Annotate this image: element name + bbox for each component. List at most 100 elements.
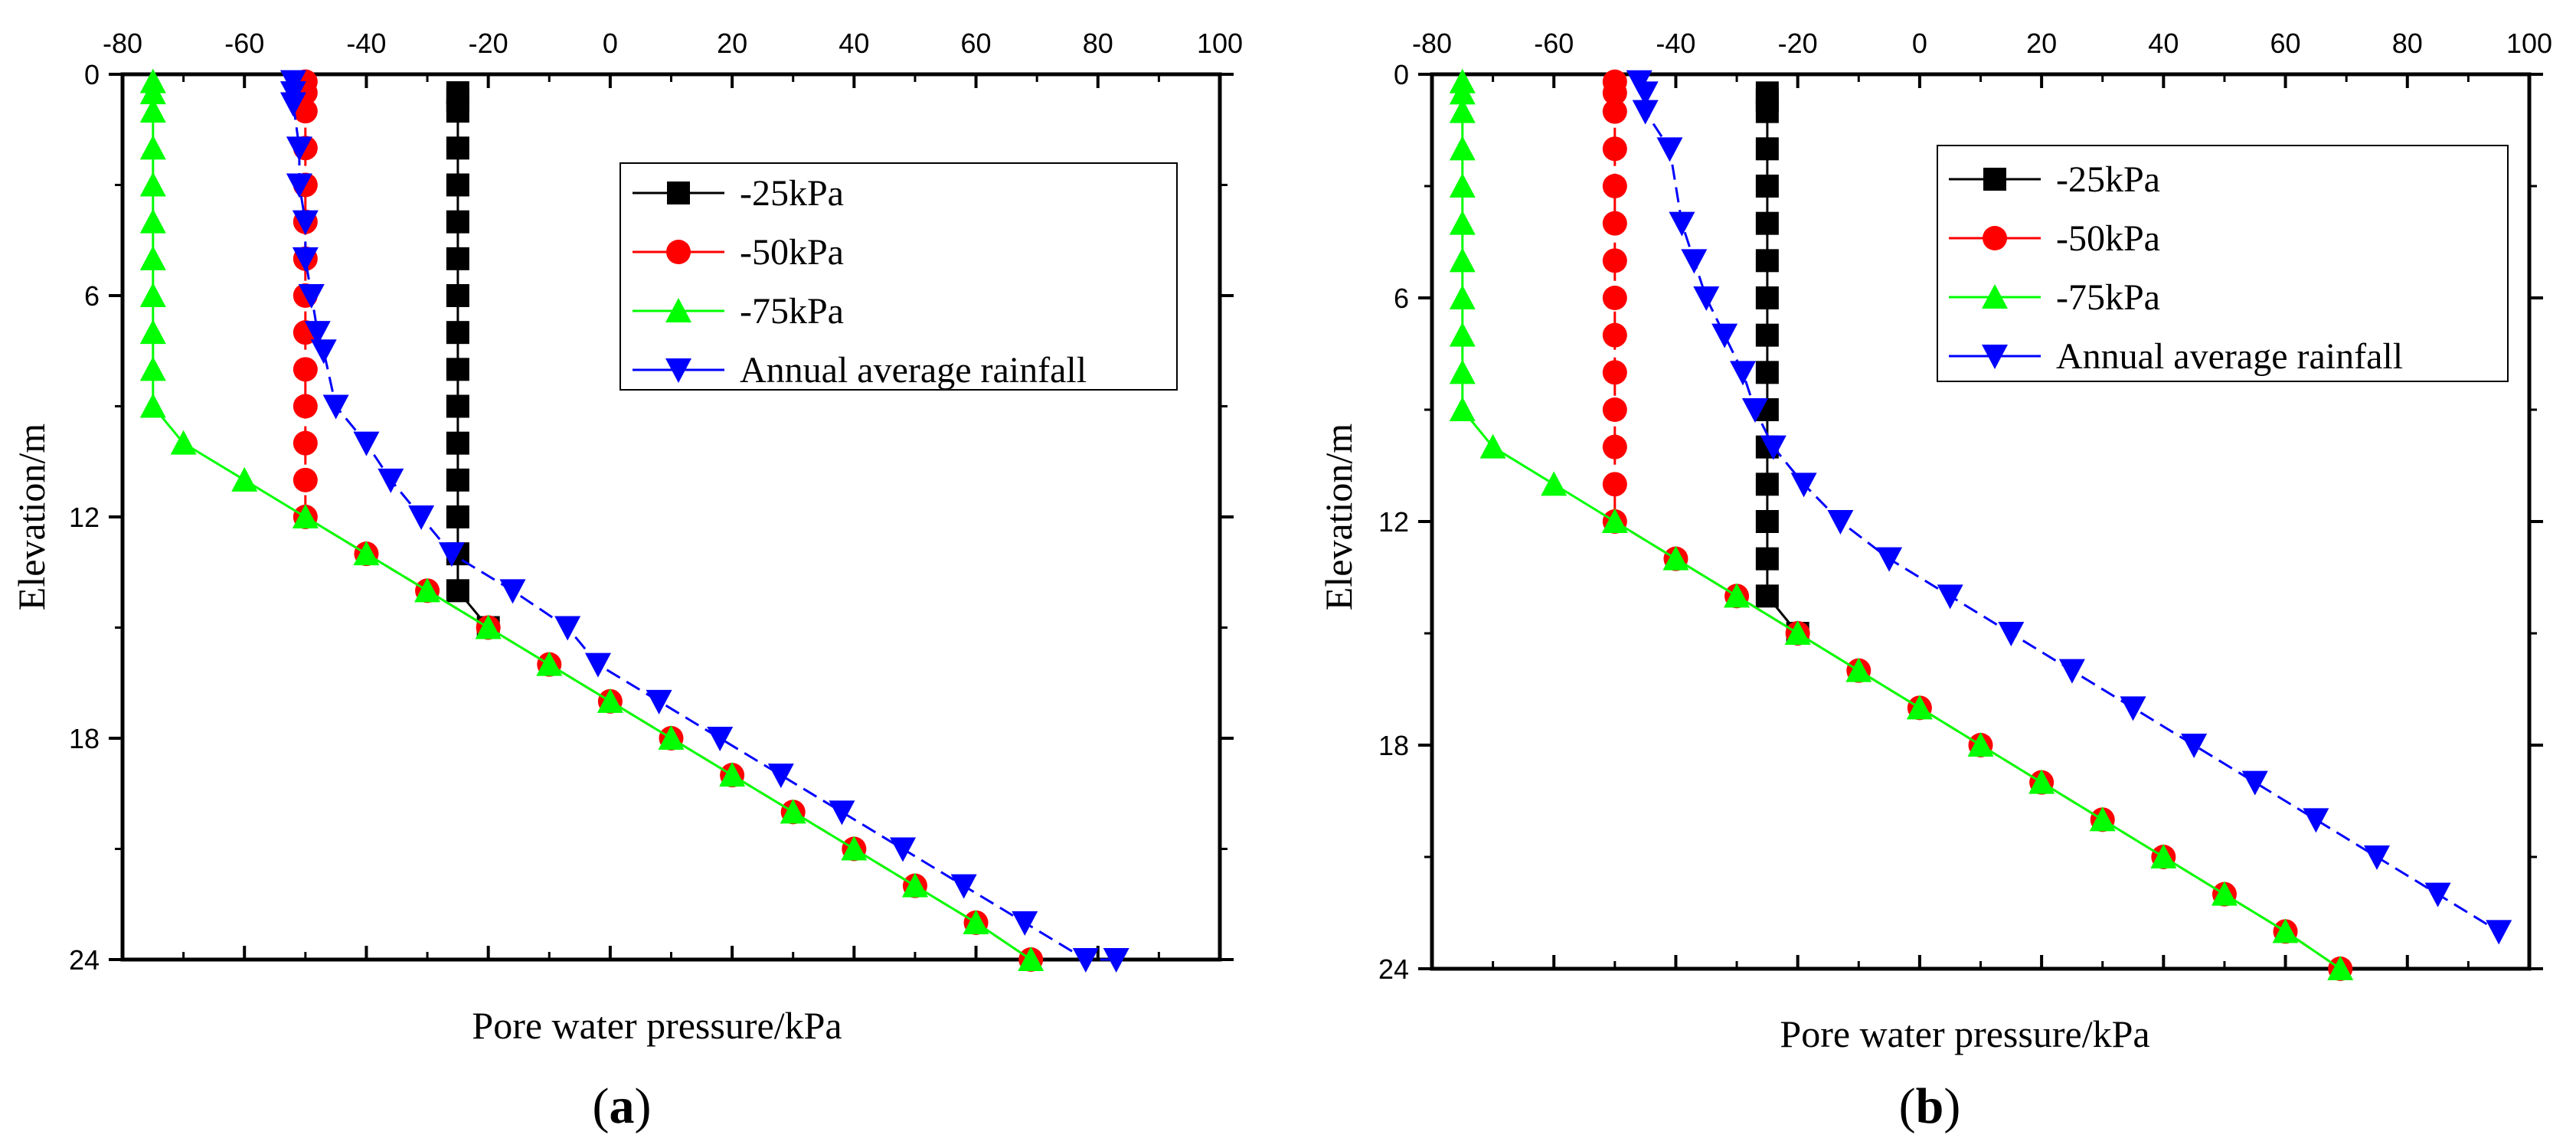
series-b-0-point-14 [1755,547,1779,571]
series-b-0-point-13 [1755,510,1779,533]
series-a-2-point-9 [139,356,166,381]
x-tick-label-a-1: -60 [224,28,264,59]
series-b-0-point-4 [1755,175,1779,198]
series-b-1-point-5 [1602,211,1627,236]
series-b-2 [1449,68,2354,980]
series-a-0-point-13 [446,505,469,528]
series-b-3-point-8 [1730,361,1757,386]
panel-label-b: (b) [1899,1078,1961,1134]
x-tick-labels-b: -80 -60 -40 -20 0 20 40 60 80 100 [1412,28,2552,59]
series-a-3-point-12 [378,468,404,493]
series-a-1-point-12 [293,467,318,492]
legend-label-a-1: -50kPa [740,232,844,273]
series-a-3-point-8 [304,321,331,346]
series-b-2-point-25 [2327,956,2354,980]
series-a-0-point-7 [446,284,469,307]
series-a-2 [139,68,1044,971]
legend-label-b-2: -75kPa [2056,277,2160,318]
series-b-3-point-1 [1632,81,1659,106]
series-a-3-point-10 [322,394,349,420]
series-b-2-point-2 [1449,98,1476,123]
series-a-3-point-13 [408,505,435,530]
series-a-3-point-22 [890,837,917,862]
series-b-0-point-9 [1755,361,1779,384]
series-a-2-point-23 [901,872,928,898]
series-a-2-point-5 [139,208,166,234]
series-a-2-point-6 [139,245,166,270]
series-a-3-point-4 [286,173,312,198]
series-b-3-point-16 [2058,659,2085,684]
y-tick-label-b-4: 24 [1378,953,1409,985]
y-tick-labels-b: 0 6 12 18 24 [1378,59,1409,985]
legend-marker-b-0-point-0 [1983,168,2006,191]
series-b-3-point-9 [1741,398,1768,423]
series-a-3-point-24 [1012,911,1038,936]
series-a-3-point-14 [438,542,465,567]
y-axis-title-a: Elevation/m [10,423,53,610]
series-b-3 [1626,70,2512,945]
series-b-0-point-6 [1755,249,1779,273]
x-tick-label-b-6: 40 [2148,28,2179,59]
series-b-2-point-20 [2028,769,2055,794]
series-b-3-point-19 [2241,770,2268,796]
series-a-2-point-1 [139,80,166,105]
series-a-2-point-10 [139,393,166,418]
series-a-3-point-2 [280,92,306,117]
series-a-1-point-10 [293,394,318,419]
series-b-1-point-1 [1602,80,1627,106]
legend-marker-b-1-point-0 [1983,226,2007,250]
legend-label-a-2: -75kPa [740,291,844,332]
legend-marker-b-2-point-0 [1982,284,2008,309]
x-tick-label-a-9: 100 [1197,28,1243,59]
legend-marker-a-1-point-0 [666,240,691,264]
x-ticks-b [1430,74,2531,969]
series-a-2-point-20 [719,762,746,787]
series-b-2-point-21 [2089,806,2116,832]
chart-panel-b: -80 -60 -40 -20 0 20 40 60 80 100 0 6 12 18 24 Pore w… [1317,28,2552,1134]
series-b-2-point-5 [1449,210,1476,235]
series-b-2-point-8 [1449,322,1476,347]
series-a-2-point-16 [475,614,502,639]
series-a-3-point-23 [950,874,977,899]
y-tick-label-b-2: 12 [1378,506,1409,538]
series-b-2-point-18 [1906,695,1933,720]
series-b-1-point-12 [1602,472,1627,497]
series-a-0-point-6 [446,247,469,270]
series-a-3-point-18 [646,689,672,715]
series-b-3-point-15 [1998,622,2025,646]
series-b-2-point-7 [1449,285,1476,309]
series-b-1-point-2 [1602,99,1627,124]
series-b-3-point-6 [1693,286,1720,311]
legend-label-b-1: -50kPa [2056,218,2160,259]
series-a-3-point-17 [584,652,611,678]
series-b-1-point-9 [1602,360,1627,385]
series-a-3-point-25 [1072,948,1099,973]
y-tick-label-b-1: 6 [1394,283,1409,314]
y-tick-labels-a: 0 6 12 18 24 [69,59,100,976]
x-tick-label-a-2: -40 [346,28,386,59]
series-a-1-point-11 [293,430,318,456]
series-b-0-point-12 [1755,473,1779,496]
y-tick-label-a-1: 6 [84,280,100,312]
series-b-1-point-8 [1602,322,1627,348]
x-axis-title-a: Pore water pressure/kPa [472,1004,842,1047]
series-b-3-point-22 [2424,882,2451,907]
series-a-0-point-4 [446,173,469,197]
legend-marker-a-2-point-0 [665,298,691,322]
series-b-1-point-10 [1602,397,1627,422]
series-b-2-point-15 [1724,583,1751,608]
series-a-3-point-15 [499,579,526,604]
series-b-2-point-14 [1662,545,1689,571]
series-b-0-point-7 [1755,286,1779,309]
x-tick-label-b-0: -80 [1412,28,1452,59]
x-tick-label-a-3: -20 [469,28,508,59]
series-a-2-point-21 [780,799,806,824]
series-a-3-point-5 [292,210,319,235]
series-a-2-point-4 [139,172,166,197]
legend-label-b-3: Annual average rainfall [2056,336,2403,377]
y-tick-label-b-3: 18 [1378,730,1409,761]
series-b-2-point-19 [1967,732,1994,757]
x-tick-label-b-5: 20 [2026,28,2057,59]
series-a-3-point-9 [310,339,337,365]
series-a-0-point-9 [446,358,469,381]
